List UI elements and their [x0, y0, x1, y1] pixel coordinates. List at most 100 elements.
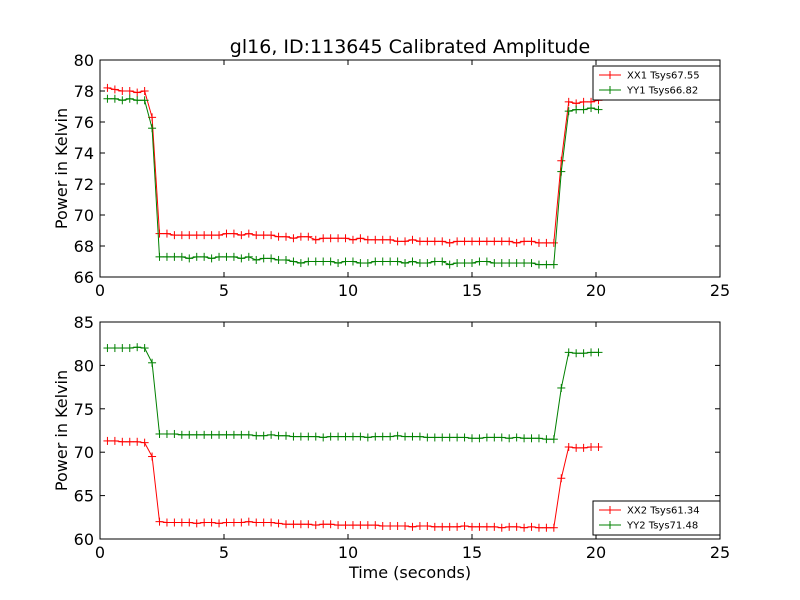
data-point: [200, 252, 209, 261]
data-point: [185, 430, 194, 439]
data-point: [363, 259, 372, 268]
data-point: [118, 437, 127, 446]
data-point: [341, 234, 350, 243]
x-tick-label: 15: [462, 543, 482, 562]
data-point: [125, 437, 134, 446]
data-point: [356, 259, 365, 268]
data-point: [363, 433, 372, 442]
data-point: [140, 87, 149, 95]
legend-label: YY2 Tsys71.48: [626, 521, 698, 532]
data-point: [482, 257, 491, 266]
legend-label: XX2 Tsys61.34: [627, 506, 700, 517]
data-point: [564, 348, 573, 357]
data-point: [475, 434, 484, 443]
data-point: [348, 521, 357, 530]
x-tick-label: 25: [710, 543, 730, 562]
data-point: [453, 237, 462, 246]
data-point: [438, 257, 447, 266]
data-point: [475, 257, 484, 266]
data-point: [438, 237, 447, 246]
data-point: [118, 87, 127, 95]
x-tick-label: 10: [338, 281, 358, 300]
data-point: [594, 105, 603, 114]
data-point: [460, 237, 469, 246]
data-point: [512, 259, 521, 268]
data-point: [185, 518, 194, 527]
data-point: [512, 433, 521, 442]
x-tick-label: 20: [586, 281, 606, 300]
data-point: [572, 443, 581, 452]
data-point: [282, 431, 290, 440]
data-point: [557, 474, 566, 483]
data-point: [497, 523, 506, 532]
x-tick-label: 0: [95, 281, 105, 300]
chart-title: gl16, ID:113645 Calibrated Amplitude: [230, 36, 590, 58]
data-point: [430, 433, 439, 442]
data-point: [222, 252, 231, 261]
data-point: [341, 521, 350, 530]
data-point: [296, 432, 305, 441]
data-point: [453, 259, 462, 268]
data-point: [140, 344, 149, 353]
data-point: [267, 518, 276, 527]
data-point: [490, 259, 499, 268]
data-point: [505, 237, 514, 246]
data-point: [423, 521, 432, 530]
data-point: [215, 252, 224, 261]
data-point: [468, 237, 476, 246]
data-point: [289, 257, 298, 266]
y-tick-label: 65: [74, 487, 94, 506]
data-point: [229, 518, 238, 527]
data-point: [215, 231, 224, 240]
data-point: [534, 238, 543, 247]
x-tick-label: 0: [95, 543, 105, 562]
data-point: [267, 430, 276, 439]
x-tick-label: 20: [586, 543, 606, 562]
data-point: [319, 433, 328, 442]
data-point: [423, 259, 432, 268]
data-point: [348, 235, 357, 244]
data-point: [378, 257, 387, 266]
data-point: [438, 522, 447, 531]
data-point: [311, 521, 320, 530]
data-point: [319, 234, 328, 243]
y-tick-label: 74: [74, 144, 94, 163]
legend-label: YY1 Tsys66.82: [626, 86, 698, 97]
data-point: [192, 252, 201, 261]
y-tick-label: 72: [74, 175, 94, 194]
data-point: [341, 432, 350, 441]
data-point: [237, 518, 246, 527]
data-point: [289, 432, 298, 441]
y-tick-label: 60: [74, 530, 94, 549]
legend: XX1 Tsys67.55 YY1 Tsys66.82: [592, 65, 721, 101]
data-point: [505, 434, 514, 443]
data-point: [482, 522, 491, 531]
data-point: [334, 234, 343, 243]
data-point: [453, 522, 462, 531]
data-point: [244, 229, 253, 238]
legend-box: [592, 500, 721, 536]
data-point: [155, 429, 164, 438]
data-point: [408, 522, 417, 531]
data-point: [282, 232, 290, 241]
data-point: [110, 344, 119, 353]
data-point: [587, 104, 596, 113]
data-point: [170, 518, 179, 527]
data-point: [408, 432, 417, 441]
data-point: [326, 432, 335, 441]
data-point: [274, 232, 283, 241]
data-point: [177, 231, 186, 240]
data-point: [468, 522, 476, 531]
data-point: [490, 522, 499, 531]
data-point: [244, 517, 253, 526]
data-point: [103, 436, 112, 445]
data-point: [140, 438, 149, 447]
plot-frame: [99, 59, 721, 278]
data-point: [207, 231, 216, 240]
data-point: [363, 235, 372, 244]
data-point: [468, 259, 476, 268]
x-tick-label: 25: [710, 281, 730, 300]
data-point: [520, 434, 529, 443]
data-point: [296, 259, 305, 268]
